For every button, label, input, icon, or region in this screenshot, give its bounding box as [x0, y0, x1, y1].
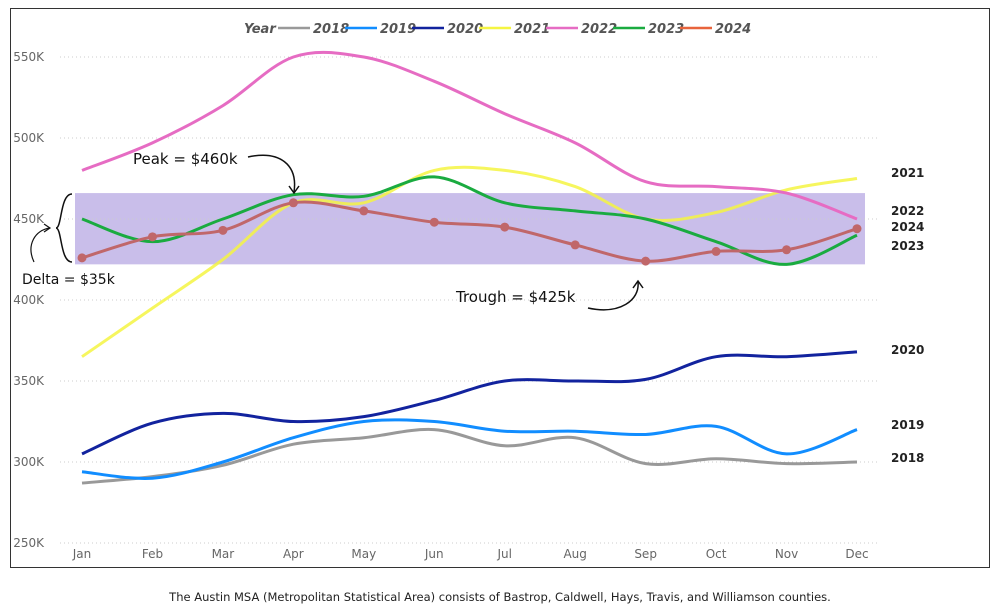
y-tick-label: 350K: [13, 374, 45, 388]
delta-arrowhead: [43, 223, 52, 233]
peak-annotation: Peak = $460k: [133, 150, 238, 168]
x-tick-label: Apr: [283, 547, 304, 561]
x-tick-label: Jan: [72, 547, 92, 561]
series-line-2020: [81, 350, 858, 456]
data-point-2024: [147, 232, 157, 242]
y-tick-label: 550K: [13, 50, 45, 64]
series-line-2022: [81, 50, 858, 221]
legend-label: 2018: [313, 22, 349, 37]
series-line-2019: [81, 418, 858, 480]
y-tick-label: 500K: [13, 131, 45, 145]
x-tick-label: Sep: [634, 547, 657, 561]
data-point-2024: [218, 225, 228, 235]
data-point-2024: [359, 206, 369, 216]
x-tick-label: Aug: [563, 547, 586, 561]
x-tick-label: Nov: [775, 547, 798, 561]
x-tick-label: Oct: [706, 547, 727, 561]
trough-arrowhead: [632, 279, 644, 289]
y-tick-label: 300K: [13, 455, 45, 469]
x-tick-label: Dec: [845, 547, 868, 561]
x-tick-label: Jun: [424, 547, 444, 561]
y-tick-label: 450K: [13, 212, 45, 226]
series-end-label: 2024: [891, 220, 924, 234]
y-tick-label: 250K: [13, 536, 45, 550]
series-end-label: 2020: [891, 343, 924, 357]
chart-frame: [10, 8, 990, 568]
x-tick-label: Jul: [496, 547, 511, 561]
peak-arrowhead: [288, 185, 300, 195]
delta-annotation: Delta = $35k: [22, 272, 116, 288]
data-point-2024: [782, 245, 792, 255]
data-point-2024: [500, 222, 510, 232]
legend-label: 2024: [715, 22, 751, 37]
y-tick-label: 400K: [13, 293, 45, 307]
legend-label: 2021: [514, 22, 550, 37]
legend-title: Year: [244, 22, 277, 37]
x-tick-label: Feb: [142, 547, 163, 561]
series-line-2023: [81, 175, 858, 266]
series-line-2024: [81, 200, 858, 263]
delta-brace: [55, 193, 73, 263]
data-point-2024: [852, 224, 862, 234]
series-end-label: 2021: [891, 166, 924, 180]
legend-label: 2023: [648, 22, 684, 37]
series-line-2021: [81, 165, 858, 358]
series-end-label: 2022: [891, 204, 924, 218]
data-point-2024: [641, 256, 651, 266]
trough-arrow: [587, 281, 639, 311]
data-point-2024: [570, 240, 580, 250]
legend-label: 2022: [581, 22, 617, 37]
x-tick-label: May: [351, 547, 376, 561]
series-end-label: 2019: [891, 418, 924, 432]
data-point-2024: [711, 246, 721, 256]
legend-label: 2019: [380, 22, 416, 37]
footer-note: The Austin MSA (Metropolitan Statistical…: [169, 590, 831, 604]
trough-annotation: Trough = $425k: [455, 288, 576, 306]
series-end-label: 2018: [891, 451, 924, 465]
data-point-2024: [77, 253, 87, 263]
series-end-label: 2023: [891, 239, 924, 253]
data-point-2024: [288, 198, 298, 208]
series-line-2018: [81, 427, 858, 485]
highlight-band: [75, 193, 865, 265]
delta-arrow: [30, 227, 51, 263]
data-point-2024: [429, 217, 439, 227]
x-tick-label: Mar: [212, 547, 235, 561]
peak-arrow: [247, 154, 296, 193]
legend-label: 2020: [447, 22, 483, 37]
